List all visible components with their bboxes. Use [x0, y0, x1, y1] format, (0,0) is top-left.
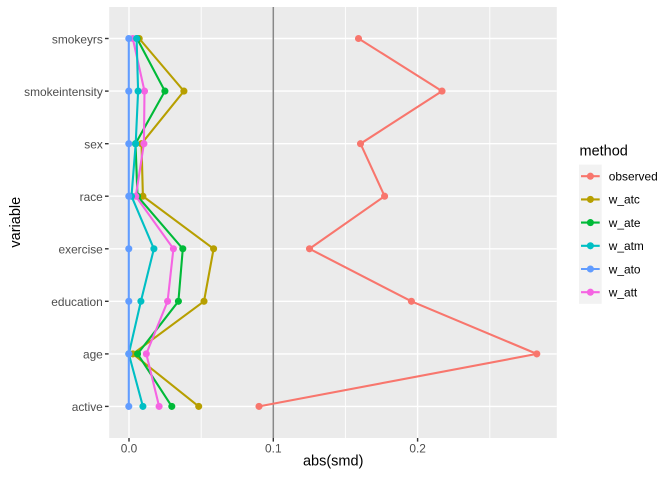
- svg-text:sex: sex: [84, 138, 103, 152]
- svg-text:method: method: [580, 143, 628, 159]
- svg-text:active: active: [72, 400, 103, 414]
- svg-text:w_att: w_att: [608, 286, 638, 300]
- svg-text:exercise: exercise: [59, 243, 104, 257]
- svg-text:w_atc: w_atc: [608, 193, 640, 207]
- svg-text:w_atm: w_atm: [608, 239, 644, 253]
- svg-text:0.2: 0.2: [409, 442, 426, 456]
- svg-text:abs(smd): abs(smd): [303, 453, 363, 469]
- svg-text:race: race: [80, 190, 104, 204]
- svg-text:smokeyrs: smokeyrs: [52, 32, 103, 46]
- svg-text:0.1: 0.1: [265, 442, 282, 456]
- svg-text:age: age: [83, 348, 103, 362]
- svg-text:variable: variable: [8, 197, 24, 248]
- svg-text:observed: observed: [609, 170, 658, 184]
- svg-text:w_ate: w_ate: [608, 216, 641, 230]
- svg-text:education: education: [51, 295, 103, 309]
- svg-text:smokeintensity: smokeintensity: [24, 85, 103, 99]
- svg-text:w_ato: w_ato: [608, 262, 641, 276]
- svg-text:0.0: 0.0: [121, 442, 138, 456]
